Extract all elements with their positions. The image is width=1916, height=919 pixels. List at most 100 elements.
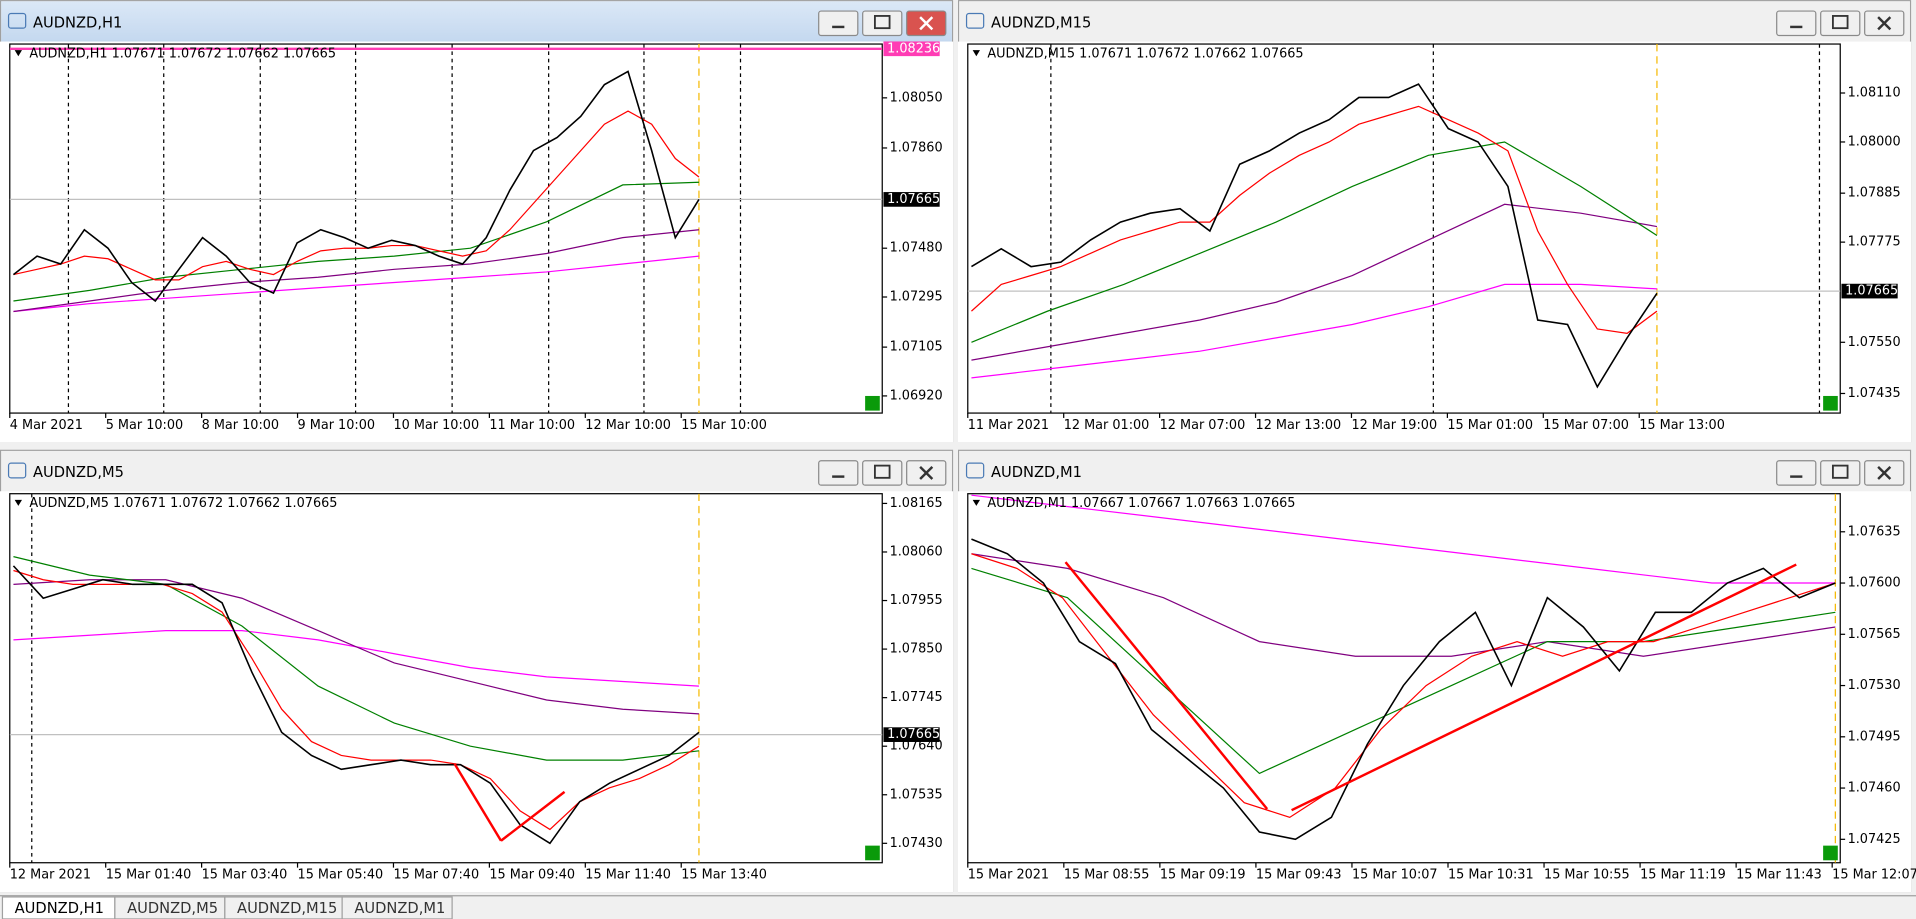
- x-tick-label: 15 Mar 09:43: [1256, 867, 1342, 882]
- minimize-button[interactable]: [818, 10, 859, 37]
- status-box: [865, 845, 880, 861]
- y-tick-label: 1.08000: [1848, 134, 1901, 149]
- trendline: [500, 790, 566, 842]
- chart-info: AUDNZD,M5 1.07671 1.07672 1.07662 1.0766…: [29, 496, 337, 511]
- y-tick-label: 1.07850: [890, 642, 943, 657]
- current-price-label: 1.07665: [887, 727, 940, 742]
- chart-area: [9, 493, 883, 864]
- chart-window: AUDNZD,M1 AUDNZD,M1 1.07667 1.07667 1.076…: [958, 449, 1916, 893]
- x-tick-label: 15 Mar 13:40: [681, 867, 767, 882]
- x-tick-label: 12 Mar 2021: [10, 867, 91, 882]
- y-tick-label: 1.07635: [1848, 524, 1901, 539]
- moving-average: [13, 181, 699, 302]
- y-tick-label: 1.08050: [890, 90, 943, 105]
- x-tick-label: 15 Mar 08:55: [1064, 867, 1150, 882]
- price-line-box: [883, 41, 940, 57]
- price-line: [12, 70, 700, 303]
- minimize-button[interactable]: [1776, 10, 1817, 37]
- title-bar: [959, 1, 1910, 42]
- window-title: AUDNZD,M5: [33, 464, 124, 481]
- x-tick-label: 5 Mar 10:00: [106, 418, 184, 433]
- status-box: [865, 395, 880, 411]
- window-icon: [965, 12, 985, 29]
- x-tick-label: 11 Mar 10:00: [489, 418, 575, 433]
- chart-window: AUDNZD,M5 AUDNZD,M5 1.07671 1.07672 1.076…: [0, 449, 954, 893]
- x-tick-label: 15 Mar 01:00: [1447, 418, 1533, 433]
- x-tick-label: 15 Mar 07:40: [393, 867, 479, 882]
- trendlines: [453, 561, 1797, 842]
- x-tick-label: 15 Mar 11:40: [585, 867, 671, 882]
- price-line: [971, 83, 1658, 389]
- maximize-button[interactable]: [862, 10, 903, 37]
- current-price-box: [1841, 283, 1898, 299]
- x-tick-label: 4 Mar 2021: [10, 418, 83, 433]
- y-tick-label: 1.07955: [890, 593, 943, 608]
- trendline: [1291, 563, 1797, 812]
- chart-info: AUDNZD,H1 1.07671 1.07672 1.07662 1.0766…: [29, 46, 336, 61]
- chart-info: AUDNZD,M1 1.07667 1.07667 1.07663 1.0766…: [987, 496, 1295, 511]
- x-tick-label: 12 Mar 19:00: [1351, 418, 1437, 433]
- minimize-button[interactable]: [818, 460, 859, 486]
- dropdown-icon[interactable]: [972, 50, 980, 57]
- status-box: [1823, 845, 1838, 861]
- plot: [9, 493, 883, 863]
- dropdown-icon[interactable]: [14, 499, 22, 506]
- icon: [873, 464, 891, 479]
- icon: [1877, 465, 1892, 480]
- moving-average: [971, 283, 1657, 379]
- x-tick-label: 15 Mar 10:00: [681, 418, 767, 433]
- chart-window: AUDNZD,H1 AUDNZD,H1 1.07671 1.07672 1.076…: [0, 0, 954, 443]
- moving-average: [13, 556, 700, 761]
- x-tick-label: 12 Mar 13:00: [1256, 418, 1342, 433]
- moving-average: [971, 494, 1836, 584]
- icon: [873, 15, 891, 30]
- x-tick-label: 15 Mar 10:55: [1544, 867, 1630, 882]
- y-tick-label: 1.07495: [1848, 729, 1901, 744]
- minimize-button[interactable]: [1776, 460, 1817, 486]
- title-bar: [1, 450, 952, 492]
- maximize-button[interactable]: [1820, 460, 1861, 486]
- window-title: AUDNZD,M15: [991, 14, 1091, 31]
- tab-label: AUDNZD,M5: [127, 900, 218, 917]
- x-tick-label: 12 Mar 07:00: [1160, 418, 1246, 433]
- price-line: [12, 565, 700, 845]
- plot: [9, 44, 883, 414]
- maximize-button[interactable]: [862, 460, 903, 486]
- x-tick-label: 15 Mar 13:00: [1639, 418, 1725, 433]
- x-tick-label: 12 Mar 01:00: [1064, 418, 1150, 433]
- y-tick-label: 1.08110: [1848, 86, 1901, 101]
- tab-label: AUDNZD,M15: [237, 900, 337, 917]
- x-tick-label: 10 Mar 10:00: [393, 418, 479, 433]
- x-tick-label: 12 Mar 10:00: [585, 418, 671, 433]
- x-tick-label: 15 Mar 11:19: [1640, 867, 1726, 882]
- moving-average: [971, 553, 1836, 657]
- x-tick-label: 15 Mar 10:07: [1352, 867, 1438, 882]
- y-tick-label: 1.07775: [1848, 235, 1901, 250]
- trendline: [1064, 561, 1269, 810]
- y-tick-label: 1.07530: [1848, 678, 1901, 693]
- chart-window: AUDNZD,M15 AUDNZD,M15 1.07671 1.07672 1.0…: [958, 0, 1912, 443]
- moving-average: [971, 553, 1836, 819]
- current-price-box: [883, 727, 940, 742]
- y-tick-label: 1.07430: [890, 836, 943, 851]
- icon: [919, 465, 934, 480]
- moving-average: [971, 141, 1658, 343]
- maximize-button[interactable]: [1820, 10, 1861, 37]
- y-tick-label: 1.06920: [890, 388, 943, 403]
- moving-average: [971, 203, 1658, 361]
- y-tick-label: 1.07565: [1848, 627, 1901, 642]
- plot: [967, 44, 1841, 414]
- y-tick-label: 1.08060: [890, 544, 943, 559]
- dropdown-icon[interactable]: [14, 50, 22, 57]
- trendline: [453, 763, 503, 842]
- dropdown-icon[interactable]: [972, 499, 980, 506]
- x-tick-label: 15 Mar 12:07: [1832, 867, 1916, 882]
- chart-area: [967, 493, 1841, 864]
- x-tick-label: 11 Mar 2021: [968, 418, 1049, 433]
- x-tick-label: 15 Mar 10:31: [1448, 867, 1534, 882]
- y-tick-label: 1.07480: [890, 241, 943, 256]
- moving-average: [13, 255, 700, 313]
- chart-area: [9, 43, 883, 414]
